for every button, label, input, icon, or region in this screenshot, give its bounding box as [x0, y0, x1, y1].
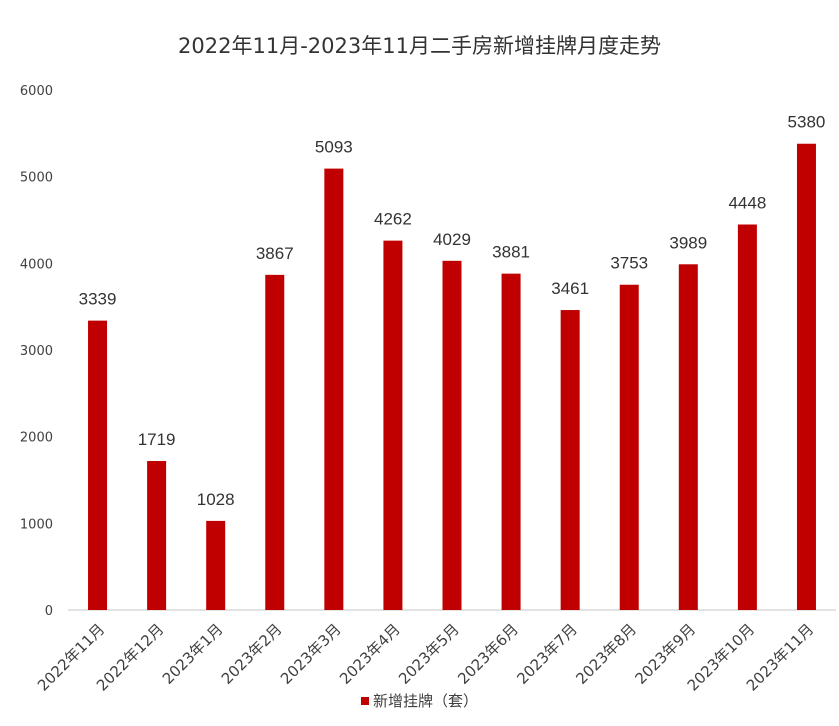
category-label: 2023年3月 — [277, 620, 345, 688]
category-label: 2023年6月 — [454, 620, 522, 688]
data-label: 1028 — [197, 490, 235, 509]
data-label: 3881 — [492, 243, 530, 262]
category-label: 2023年4月 — [336, 620, 404, 688]
bar — [383, 240, 403, 611]
data-label: 3461 — [551, 279, 589, 298]
y-tick-label: 5000 — [20, 171, 53, 186]
bar — [678, 264, 698, 610]
data-label: 1719 — [138, 430, 176, 449]
data-label: 4262 — [374, 210, 412, 229]
data-label: 5380 — [788, 113, 826, 132]
data-label: 4029 — [433, 230, 471, 249]
data-label: 5093 — [315, 138, 353, 157]
category-label: 2023年2月 — [218, 620, 286, 688]
bar — [88, 320, 108, 610]
data-labels: 3339 1719 1028 3867 5093 4262 4029 3881 3461 3753… — [79, 113, 826, 509]
bars — [88, 143, 816, 611]
y-tick-label: 2000 — [20, 431, 53, 446]
data-label: 3753 — [610, 254, 648, 273]
legend: 新增挂牌（套） — [0, 690, 839, 711]
data-label: 3989 — [669, 233, 707, 252]
data-label: 3867 — [256, 244, 294, 263]
chart-title: 2022年11月-2023年11月二手房新增挂牌月度走势 — [178, 34, 661, 58]
y-tick-label: 0 — [45, 604, 53, 619]
bar — [560, 310, 580, 610]
bar — [206, 520, 226, 610]
legend-label: 新增挂牌（套） — [372, 692, 478, 710]
y-tick-label: 6000 — [20, 84, 53, 99]
category-label: 2023年5月 — [395, 620, 463, 688]
category-label: 2023年1月 — [159, 620, 227, 688]
category-label: 2023年8月 — [572, 620, 640, 688]
bar — [501, 273, 521, 610]
data-label: 3339 — [79, 290, 117, 309]
bar — [737, 224, 757, 611]
bar — [265, 274, 285, 610]
bar — [324, 168, 344, 610]
bar — [147, 461, 167, 610]
category-labels: 2022年11月2022年12月2023年1月2023年2月2023年3月202… — [34, 620, 817, 694]
bar — [619, 284, 639, 610]
bar — [442, 260, 462, 610]
y-tick-label: 1000 — [20, 517, 53, 532]
bar — [796, 143, 816, 610]
y-tick-label: 4000 — [20, 257, 53, 272]
data-label: 4448 — [728, 194, 766, 213]
y-axis-ticks: 0 1000 2000 3000 4000 5000 6000 — [20, 84, 53, 619]
y-tick-label: 3000 — [20, 344, 53, 359]
legend-swatch — [360, 696, 369, 705]
category-label: 2023年7月 — [513, 620, 581, 688]
